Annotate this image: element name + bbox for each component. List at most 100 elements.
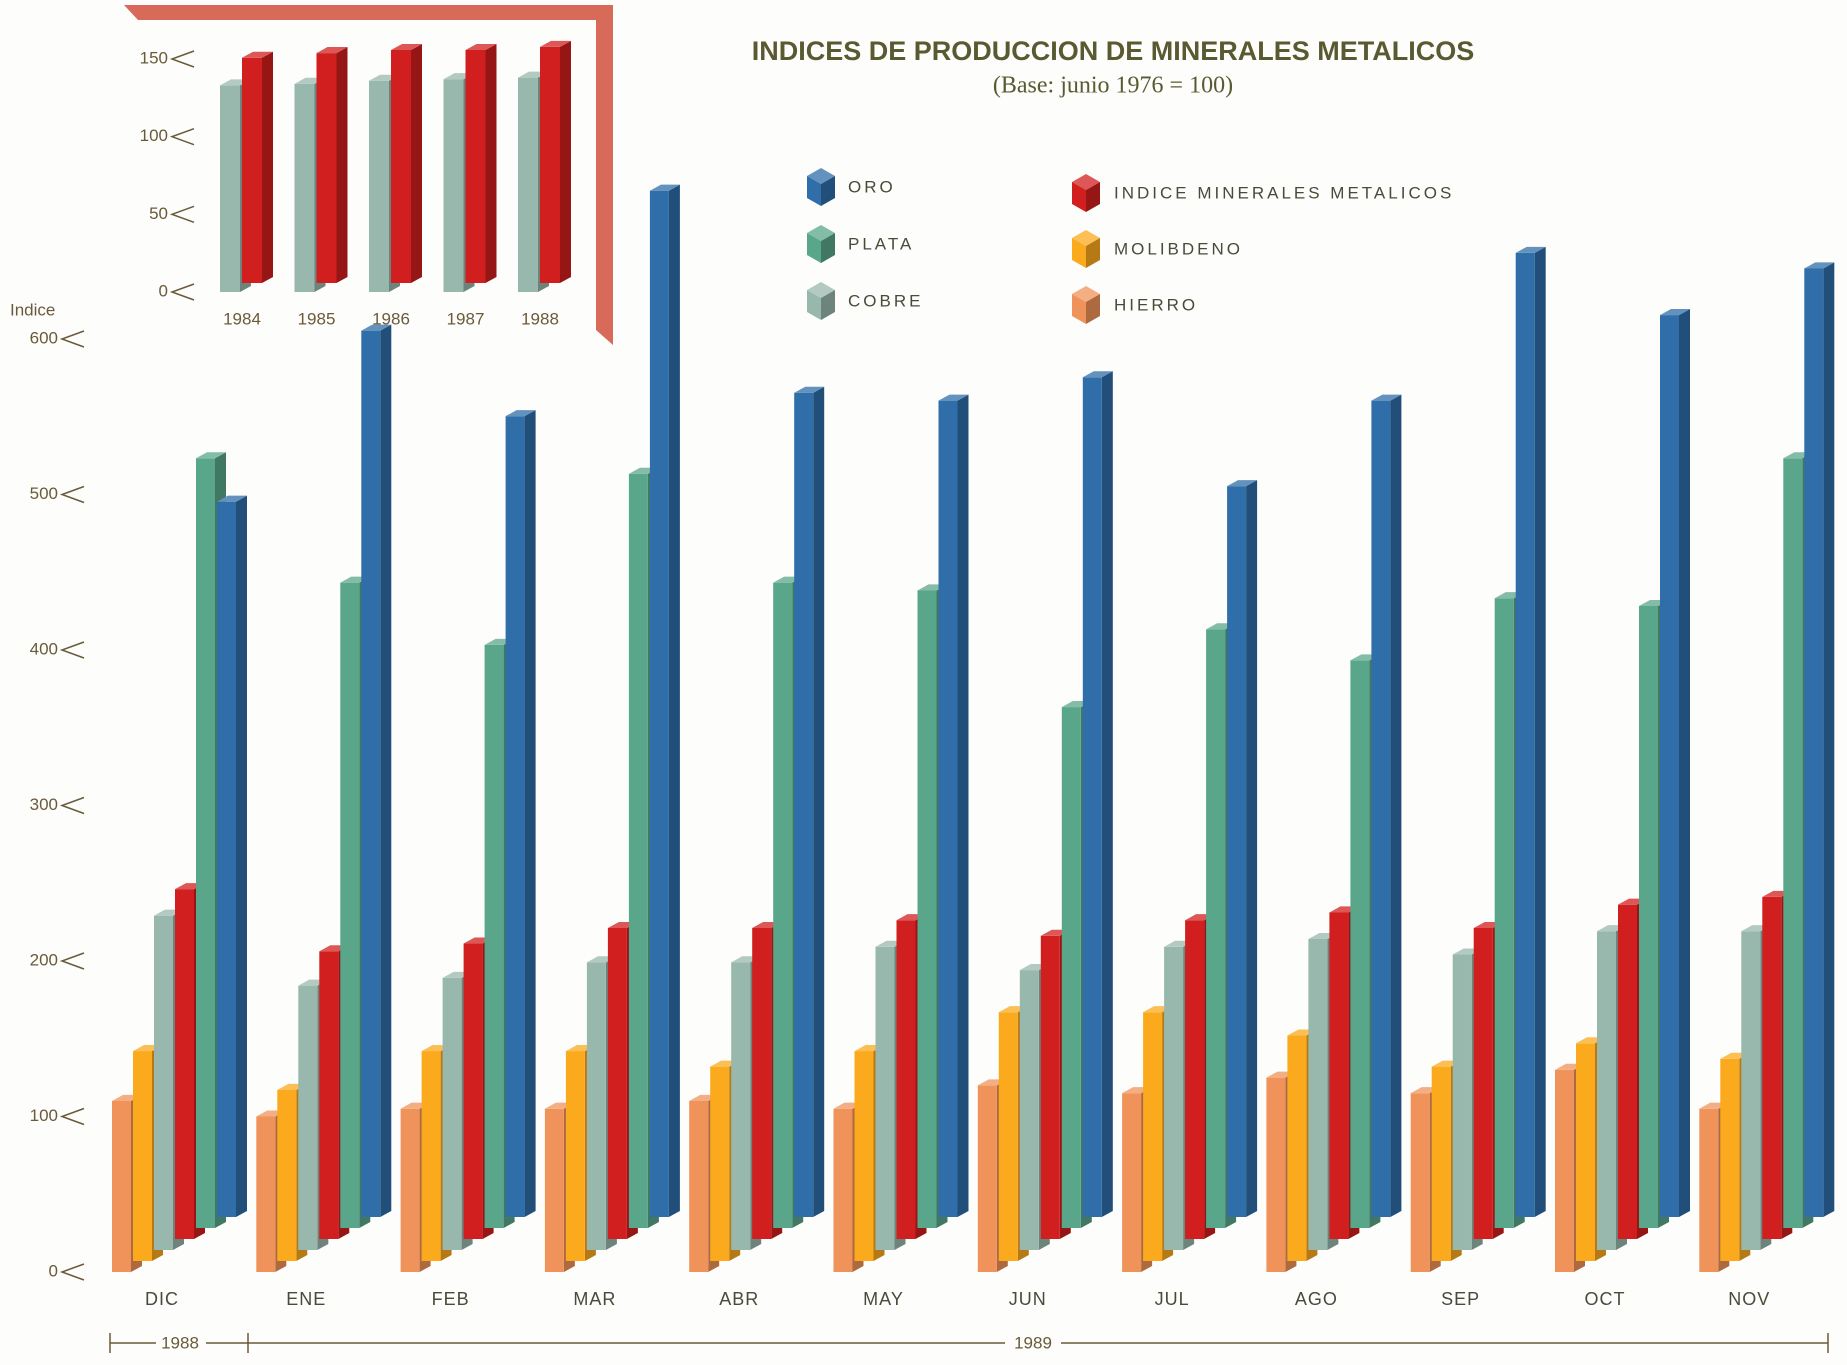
bar <box>1371 394 1402 1217</box>
legend-swatch <box>807 290 821 320</box>
y-tick-label: 100 <box>30 1106 58 1125</box>
bar-front <box>977 1085 997 1272</box>
chart-title: INDICES DE PRODUCCION DE MINERALES METAL… <box>752 36 1475 66</box>
bar-top <box>1082 371 1113 378</box>
bar-side <box>262 51 273 283</box>
bar-front <box>484 644 504 1228</box>
bar <box>217 495 247 1217</box>
bar-front <box>316 53 337 284</box>
x-tick-label: ABR <box>719 1289 759 1309</box>
legend-swatch <box>821 176 835 206</box>
bar-front <box>773 582 793 1228</box>
bar-front <box>1762 896 1782 1239</box>
bar-front <box>1494 598 1514 1228</box>
bar-front <box>1431 1066 1451 1261</box>
bar-side <box>957 394 969 1217</box>
bar <box>242 51 273 284</box>
bar-front <box>443 79 464 293</box>
bar-front <box>1410 1093 1430 1272</box>
bar <box>1515 246 1546 1218</box>
legend-swatch <box>1086 182 1100 212</box>
bar-front <box>1639 606 1658 1228</box>
bar-front <box>1266 1077 1286 1272</box>
x-tick-label: DIC <box>145 1289 179 1309</box>
bar-front <box>1576 1043 1595 1261</box>
x-tick-label: SEP <box>1441 1289 1480 1309</box>
tick-chevron <box>169 283 195 301</box>
bar-front <box>1555 1069 1574 1272</box>
bar-front <box>319 951 339 1239</box>
bar-front <box>242 57 262 284</box>
y-tick-label: 0 <box>49 1261 58 1280</box>
x-tick-label: JUL <box>1155 1289 1190 1309</box>
bar-front <box>175 889 194 1239</box>
x-tick-label: 1987 <box>447 309 485 328</box>
bar-front <box>518 77 538 292</box>
bar-side <box>560 40 571 283</box>
bar <box>1660 309 1690 1218</box>
x-tick-label: NOV <box>1728 1289 1770 1309</box>
bar-side <box>380 324 392 1218</box>
legend-swatch <box>821 233 835 263</box>
x-tick-label: ENE <box>286 1289 326 1309</box>
y-tick-label: 150 <box>140 48 168 67</box>
bar-top <box>1660 309 1690 316</box>
bar-front <box>1371 400 1391 1217</box>
bar-front <box>340 582 360 1228</box>
y-tick-label: 50 <box>149 204 168 223</box>
y-axis-label: Indice <box>10 300 55 319</box>
tick-chevron <box>59 330 85 348</box>
bar-side <box>411 43 422 284</box>
bar-side <box>336 47 348 283</box>
bar-front <box>854 1051 874 1261</box>
x-tick-label: AGO <box>1295 1289 1338 1309</box>
y-tick-label: 200 <box>30 950 58 969</box>
legend-swatch <box>1072 238 1086 268</box>
bar-front <box>463 943 483 1239</box>
bar-side <box>236 495 247 1217</box>
y-tick-label: 400 <box>30 639 58 658</box>
bar-front <box>540 46 560 283</box>
bar-front <box>1699 1108 1719 1272</box>
bar <box>361 324 392 1218</box>
y-tick-label: 300 <box>30 795 58 814</box>
bar-top <box>794 386 825 393</box>
bar-front <box>369 80 389 292</box>
bar-front <box>752 928 772 1239</box>
bar-front <box>421 1051 441 1261</box>
bar-side <box>1390 394 1402 1217</box>
legend-swatch <box>821 290 835 320</box>
bar-front <box>1720 1058 1740 1261</box>
bar-front <box>442 977 462 1250</box>
bar <box>391 43 422 284</box>
legend-swatch <box>1072 294 1086 324</box>
bar-front <box>154 915 173 1250</box>
bar-front <box>294 83 315 292</box>
bar-front <box>1741 931 1761 1250</box>
tick-chevron <box>169 50 195 68</box>
bar-front <box>565 1051 585 1261</box>
bar <box>794 386 825 1218</box>
bar-top <box>465 43 497 50</box>
period-gap <box>1005 1332 1061 1354</box>
x-tick-label: JUN <box>1009 1289 1047 1309</box>
legend-label: INDICE MINERALES METALICOS <box>1114 183 1454 202</box>
bar-top <box>196 452 226 459</box>
y-tick-label: 0 <box>159 281 168 300</box>
bar-front <box>1350 660 1370 1228</box>
x-tick-label: MAR <box>573 1289 616 1309</box>
bar <box>316 47 348 284</box>
bar-top <box>391 43 422 50</box>
bar-front <box>277 1089 297 1261</box>
bar-side <box>1246 480 1258 1218</box>
bar-front <box>196 458 215 1228</box>
legend-swatch <box>1072 182 1086 212</box>
legend-swatch <box>1086 238 1100 268</box>
tick-chevron <box>59 952 85 970</box>
bar-side <box>1101 371 1113 1217</box>
bar-front <box>400 1108 420 1272</box>
period-label: 1988 <box>161 1333 199 1352</box>
bar-top <box>217 495 247 502</box>
bar-front <box>1597 931 1616 1250</box>
